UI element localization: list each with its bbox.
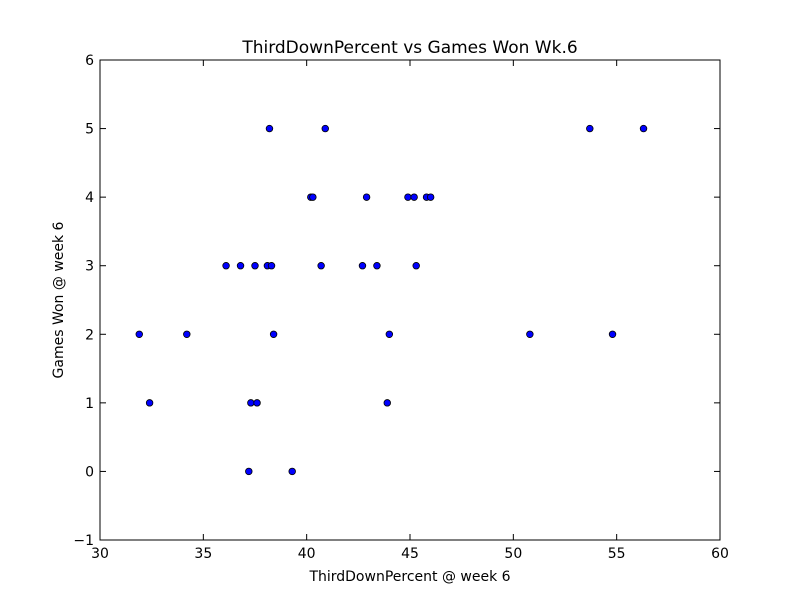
x-tick-label: 40 xyxy=(298,546,316,562)
data-point xyxy=(412,262,420,270)
data-point xyxy=(410,193,418,201)
plot-frame xyxy=(99,59,721,541)
data-point xyxy=(321,124,329,133)
data-point xyxy=(526,330,534,338)
y-tick-label: −1 xyxy=(73,533,94,549)
y-tick-label: 0 xyxy=(85,464,94,480)
data-point xyxy=(247,399,255,407)
x-axis-label: ThirdDownPercent @ week 6 xyxy=(308,569,510,585)
y-axis-label: Games Won @ week 6 xyxy=(51,221,67,378)
data-point xyxy=(383,399,391,407)
y-tick-label: 2 xyxy=(85,327,94,343)
x-tick-label: 60 xyxy=(711,546,729,562)
data-point xyxy=(222,262,230,270)
data-point xyxy=(288,467,296,476)
data-point xyxy=(251,262,259,270)
data-point xyxy=(236,262,245,270)
data-point xyxy=(309,193,317,201)
y-tick-label: 4 xyxy=(85,190,94,206)
data-point xyxy=(586,124,594,133)
chart-title: ThirdDownPercent vs Games Won Wk.6 xyxy=(241,38,577,58)
data-point xyxy=(639,124,648,133)
data-point xyxy=(135,330,143,338)
y-tick-label: 6 xyxy=(85,53,94,69)
data-point xyxy=(269,330,278,338)
x-tick-label: 55 xyxy=(608,546,626,562)
x-tick-label: 45 xyxy=(401,546,419,562)
data-point xyxy=(253,399,261,407)
y-tick-label: 3 xyxy=(85,259,94,275)
data-point xyxy=(362,193,371,201)
data-points xyxy=(135,124,648,476)
data-point xyxy=(404,193,412,201)
data-point xyxy=(608,330,617,338)
data-point xyxy=(317,262,325,270)
data-point xyxy=(183,330,191,338)
data-point xyxy=(245,467,253,476)
data-point xyxy=(358,262,367,270)
data-point xyxy=(267,262,276,270)
y-tick-label: 5 xyxy=(85,122,94,138)
data-point xyxy=(145,399,154,407)
x-tick-label: 30 xyxy=(91,546,109,562)
data-point xyxy=(265,124,274,133)
data-point xyxy=(426,193,435,201)
data-point xyxy=(385,330,394,338)
x-tick-label: 50 xyxy=(504,546,522,562)
y-tick-label: 1 xyxy=(85,396,94,412)
data-point xyxy=(373,262,381,270)
x-tick-label: 35 xyxy=(194,546,212,562)
